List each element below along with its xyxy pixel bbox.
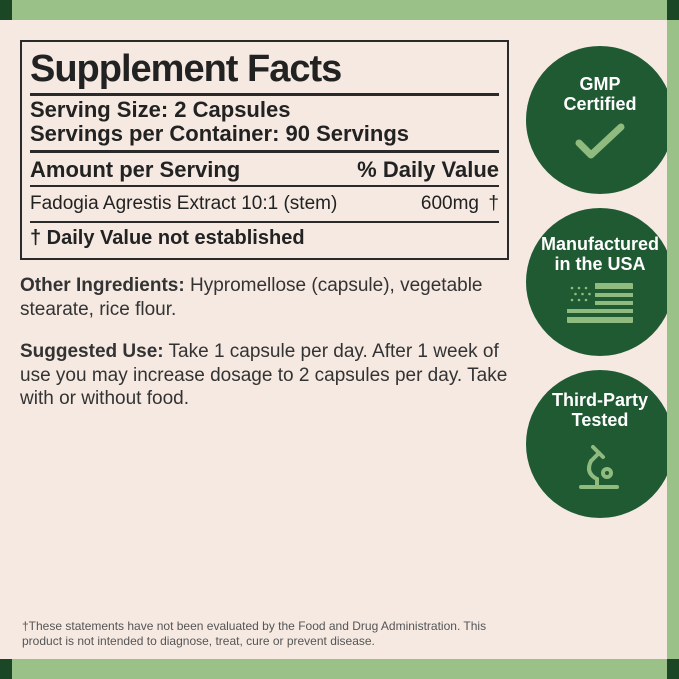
facts-title: Supplement Facts bbox=[30, 48, 499, 96]
dv-note: † Daily Value not established bbox=[30, 223, 499, 252]
microscope-icon bbox=[573, 439, 627, 498]
flag-icon bbox=[567, 283, 633, 330]
table-row: Fadogia Agrestis Extract 10:1 (stem) 600… bbox=[30, 187, 499, 223]
suggested-use: Suggested Use: Take 1 capsule per day. A… bbox=[20, 340, 509, 411]
right-edge-strip bbox=[667, 20, 679, 659]
badges-column: GMP Certified Manufactured in the USA bbox=[521, 40, 679, 649]
check-icon bbox=[575, 123, 625, 166]
badge-usa: Manufactured in the USA bbox=[526, 208, 674, 356]
badge-tested: Third-Party Tested bbox=[526, 370, 674, 518]
top-border bbox=[0, 0, 679, 20]
table-header: Amount per Serving % Daily Value bbox=[30, 155, 499, 187]
other-ingredients: Other Ingredients: Hypromellose (capsule… bbox=[20, 274, 509, 322]
serving-size: Serving Size: 2 Capsules bbox=[30, 98, 499, 122]
supplement-facts-box: Supplement Facts Serving Size: 2 Capsule… bbox=[20, 40, 509, 260]
bottom-border bbox=[0, 659, 679, 679]
disclaimer: †These statements have not been evaluate… bbox=[20, 613, 509, 649]
content-panel: Supplement Facts Serving Size: 2 Capsule… bbox=[0, 20, 679, 659]
badge-gmp: GMP Certified bbox=[526, 46, 674, 194]
left-column: Supplement Facts Serving Size: 2 Capsule… bbox=[20, 40, 521, 649]
servings-per-container: Servings per Container: 90 Servings bbox=[30, 122, 499, 146]
